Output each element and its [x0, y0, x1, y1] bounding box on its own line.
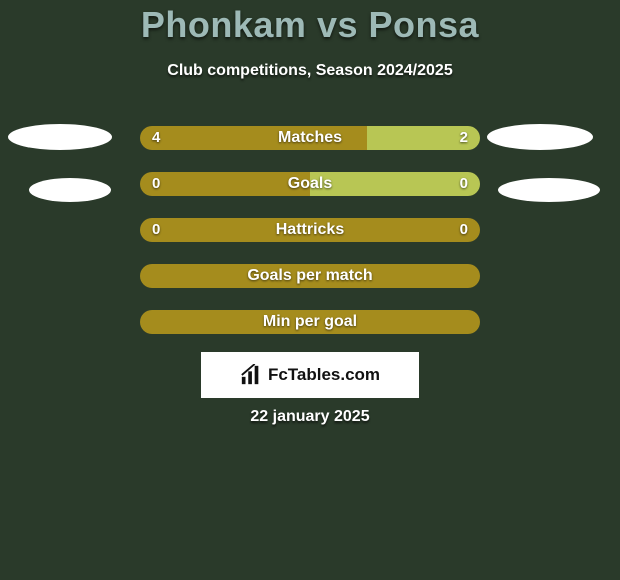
player-right-name: Ponsa [369, 4, 480, 45]
stat-row: 00Hattricks [140, 218, 480, 242]
player-badge-placeholder [29, 178, 111, 202]
source-logo: FcTables.com [201, 352, 419, 398]
stat-row: Min per goal [140, 310, 480, 334]
snapshot-date: 22 january 2025 [0, 408, 620, 426]
source-logo-text: FcTables.com [268, 365, 380, 385]
competition-subtitle: Club competitions, Season 2024/2025 [0, 62, 620, 80]
stat-row: Goals per match [140, 264, 480, 288]
comparison-title: Phonkam vs Ponsa [0, 4, 620, 46]
stat-label: Min per goal [140, 310, 480, 334]
player-badge-placeholder [8, 124, 112, 150]
stat-label: Goals per match [140, 264, 480, 288]
stat-label: Hattricks [140, 218, 480, 242]
player-badge-placeholder [498, 178, 600, 202]
player-badge-placeholder [487, 124, 593, 150]
stat-row: 42Matches [140, 126, 480, 150]
stat-label: Goals [140, 172, 480, 196]
stat-row: 00Goals [140, 172, 480, 196]
title-sep: vs [317, 4, 358, 45]
player-left-name: Phonkam [141, 4, 307, 45]
bar-chart-icon [240, 364, 262, 386]
stat-label: Matches [140, 126, 480, 150]
